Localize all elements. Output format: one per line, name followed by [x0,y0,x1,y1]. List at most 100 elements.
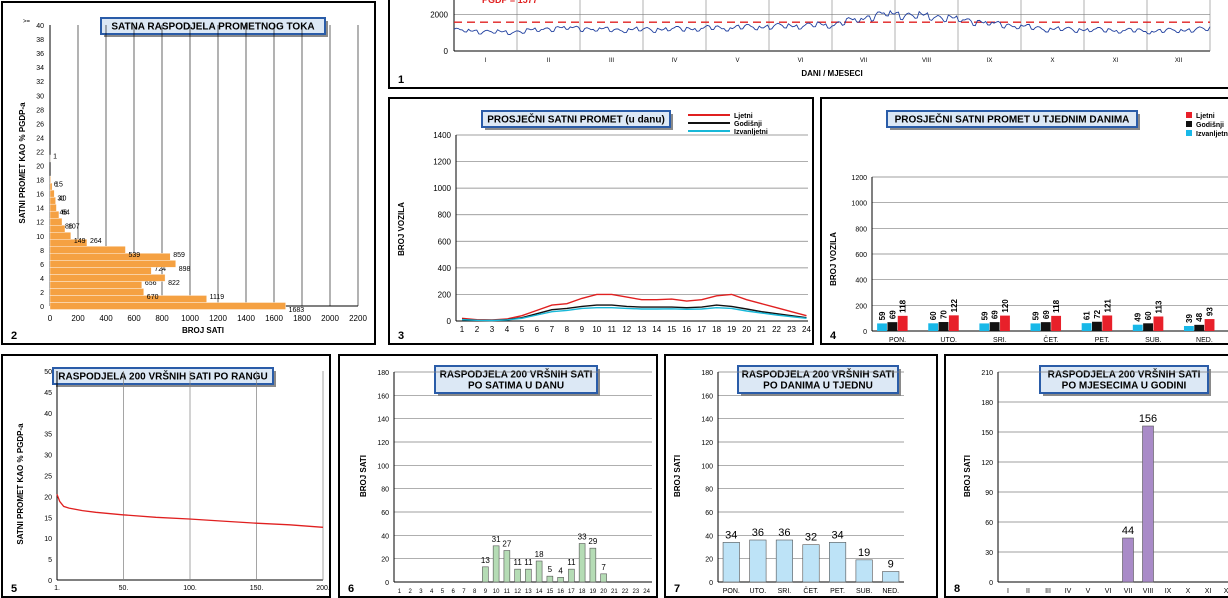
y-tick-label: 45 [44,390,52,397]
y-tick-label: 120 [981,460,993,467]
x-tick-label: 10 [493,589,500,595]
bar [1102,315,1112,331]
x-tick-label: 3 [490,325,495,334]
x-tick-label: SUB. [1145,337,1161,343]
x-tick-label: 8 [565,325,570,334]
legend-swatch [1186,121,1192,127]
x-tick-label: 10 [592,325,601,334]
bar [50,295,207,302]
x-tick-label: 2200 [349,314,367,323]
bar [1205,319,1215,331]
x-tick-label: 800 [155,314,169,323]
y-tick-label: 20 [36,164,44,171]
y-tick-label: 2 [40,290,44,297]
panel-number: 5 [11,583,17,595]
y-tick-label: 8 [40,248,44,255]
bar [579,544,585,583]
y-tick-label: 200 [855,303,867,310]
x-tick-label: V [1086,588,1091,595]
bar [50,197,56,204]
bar [525,569,531,582]
bar [898,316,908,331]
panel-number: 8 [954,583,960,595]
y-tick-label: 30 [36,93,44,100]
data-label: 36 [778,527,790,539]
x-tick-label: NED. [882,588,899,595]
data-label: 60 [929,311,938,320]
data-label: 120 [1001,299,1010,313]
x-tick-label: 200 [71,314,85,323]
x-tick-label: III [609,58,614,64]
y-tick-label: 50 [44,369,52,376]
bar [568,569,574,582]
x-tick-label: 19 [590,589,597,595]
y-tick-label: 0 [385,580,389,587]
data-label: 11 [513,558,522,567]
data-label: 69 [991,310,1000,319]
data-label: 7 [601,563,606,572]
data-label: 61 [1083,311,1092,320]
x-tick-label: II [547,58,551,64]
x-tick-label: SRI. [778,588,792,595]
x-tick-label: 2000 [321,314,339,323]
bar [601,574,607,582]
bar [536,561,542,582]
y-tick-label: 140 [377,417,389,424]
x-tick-label: 24 [802,325,811,334]
y-axis-label: BROJ SATI [359,455,368,497]
x-tick-label: 16 [557,589,564,595]
bar [1092,322,1102,331]
data-label: 18 [535,550,544,559]
y-tick-label: 15 [44,515,52,522]
x-tick-label: 100. [183,585,197,592]
y-tick-label: 32 [36,79,44,86]
y-tick-label: 38 [36,37,44,44]
bar [50,288,144,295]
x-tick-label: 22 [772,325,781,334]
x-tick-label: 19 [727,325,736,334]
x-tick-label: 14 [536,589,543,595]
data-label: 539 [128,252,140,259]
y-tick-label: 100 [701,463,713,470]
y-tick-label: 60 [985,520,993,527]
x-tick-label: PON. [889,337,906,343]
y-tick-label: 30 [985,550,993,557]
data-label: 5 [548,565,553,574]
chart-svg: RASPODJELA 200 VRŠNIH SATI PO RANGU05101… [3,356,329,596]
legend-label: Izvanljetni [1196,131,1228,138]
chart-svg: PROSJEČNI SATNI PROMET U TJEDNIM DANIMA0… [822,99,1228,343]
panel-number: 4 [830,330,837,342]
bar [1143,323,1153,331]
y-tick-label: 14 [36,206,44,213]
y-tick-label: 16 [36,192,44,199]
y-tick-label: 40 [36,23,44,30]
data-label: 1 [53,153,57,160]
x-tick-label: 17 [568,589,575,595]
x-tick-label: I [1007,588,1009,595]
data-label: 34 [725,529,737,541]
bar [547,576,553,582]
x-tick-label: 13 [525,589,532,595]
data-label: 60 [1144,311,1153,320]
bar [829,542,845,582]
bar [1000,316,1010,331]
x-tick-label: 50. [119,585,129,592]
data-label: 34 [831,529,843,541]
y-tick-label: 600 [855,252,867,259]
y-tick-label: 4 [40,276,44,283]
bar [50,183,52,190]
y-axis-label: BROJ SATI [963,455,972,497]
x-tick-label: 20 [600,589,607,595]
y-tick-label: 5 [48,557,52,564]
x-tick-label: 7 [550,325,555,334]
x-tick-label: PET. [1095,337,1110,343]
legend-label: Godišnji [1196,122,1224,129]
y-tick-label: 20 [705,557,713,564]
bar [776,540,792,582]
x-tick-label: 15 [547,589,554,595]
panel-number: 6 [348,583,354,595]
x-tick-label: 1 [460,325,465,334]
x-tick-label: 1200 [209,314,227,323]
legend-label: Ljetni [1196,113,1215,120]
